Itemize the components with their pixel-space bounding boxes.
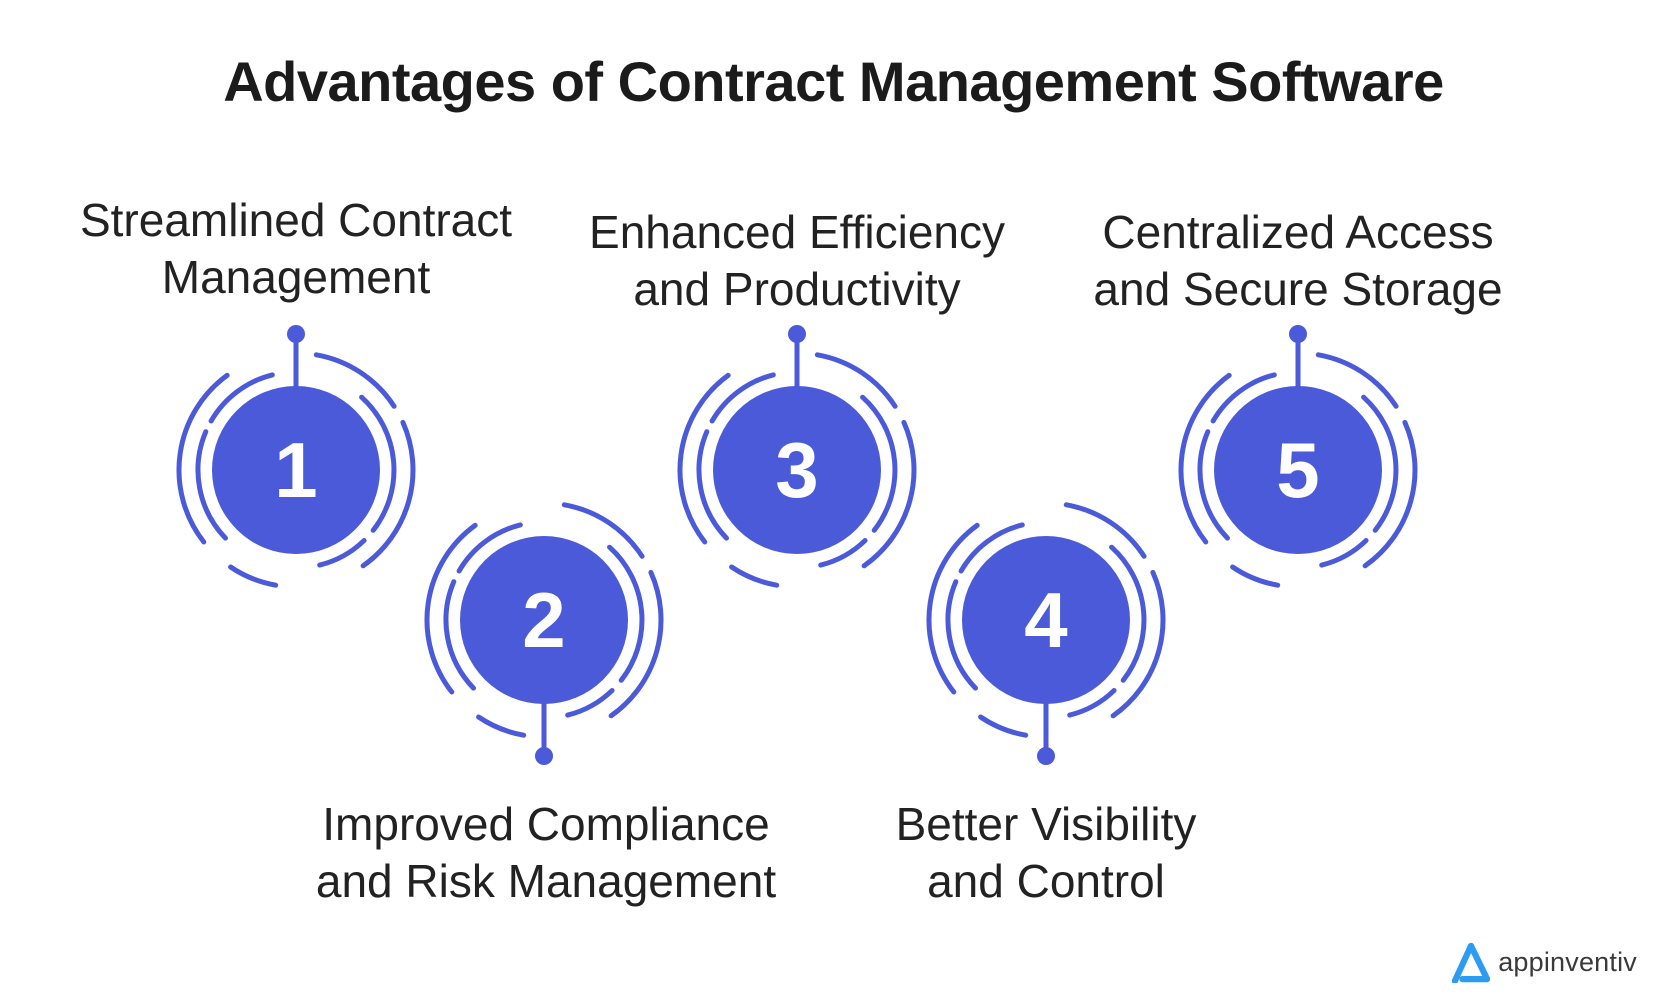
step-1-label: Streamlined Contract Management (80, 192, 512, 306)
step-3-label: Enhanced Efficiency and Productivity (589, 204, 1005, 318)
step-4-label: Better Visibility and Control (896, 796, 1197, 910)
step-3-number: 3 (775, 425, 819, 514)
step-5-number: 5 (1276, 425, 1320, 514)
step-2-number: 2 (522, 575, 566, 664)
step-2-label-line-2: and Risk Management (315, 855, 777, 907)
step-5-label: Centralized Access and Secure Storage (1093, 204, 1502, 318)
step-3-marker: 3 (647, 320, 947, 620)
step-4-number: 4 (1024, 575, 1068, 664)
step-2-marker: 2 (394, 470, 694, 770)
appinventiv-logo: appinventiv (1452, 941, 1637, 983)
step-5-label-line-2: and Secure Storage (1093, 263, 1503, 315)
step-1-number: 1 (274, 425, 318, 514)
step-4-label-line-2: and Control (927, 855, 1165, 907)
step-2-label-line-1: Improved Compliance (322, 798, 770, 850)
step-5-marker: 5 (1148, 320, 1448, 620)
step-1-label-line-1: Streamlined Contract (79, 194, 513, 246)
step-1-label-line-2: Management (161, 251, 431, 303)
appinventiv-logo-text: appinventiv (1498, 946, 1637, 977)
appinventiv-logo-icon (1452, 942, 1491, 983)
step-1-marker: 1 (146, 320, 446, 620)
step-4-marker: 4 (896, 470, 1196, 770)
step-2-label: Improved Compliance and Risk Management (316, 796, 776, 910)
step-5-label-line-1: Centralized Access (1102, 206, 1494, 258)
page-title: Advantages of Contract Management Softwa… (223, 50, 1444, 113)
step-3-label-line-1: Enhanced Efficiency (589, 206, 1005, 258)
step-4-label-line-1: Better Visibility (895, 798, 1197, 850)
step-3-label-line-2: and Productivity (633, 263, 961, 315)
